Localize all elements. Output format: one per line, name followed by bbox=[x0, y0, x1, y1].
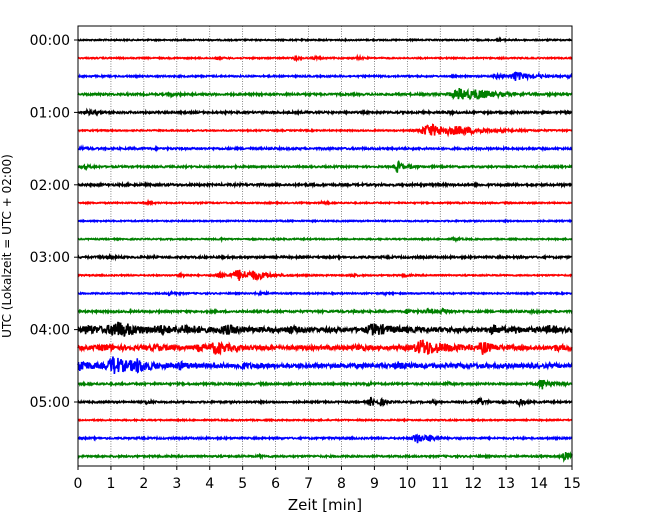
trace-0230 bbox=[77, 218, 573, 224]
x-tick-label: 1 bbox=[106, 476, 115, 492]
grid-lines bbox=[110, 26, 540, 466]
traces bbox=[77, 36, 573, 463]
y-tick-label: 05:00 bbox=[30, 395, 70, 411]
x-tick-label: 13 bbox=[497, 476, 515, 492]
trace-0045 bbox=[77, 87, 573, 101]
trace-0345 bbox=[77, 307, 573, 316]
trace-0530 bbox=[77, 433, 573, 444]
y-tick-label: 00:00 bbox=[30, 33, 70, 49]
trace-0545 bbox=[77, 451, 573, 463]
trace-0145 bbox=[77, 159, 573, 173]
trace-0515 bbox=[77, 417, 573, 423]
y-tick-label: 04:00 bbox=[30, 323, 70, 339]
trace-0315 bbox=[77, 269, 573, 282]
trace-0245 bbox=[77, 235, 573, 244]
x-tick-label: 12 bbox=[464, 476, 482, 492]
plot-frame bbox=[77, 25, 573, 467]
trace-0215 bbox=[77, 198, 573, 207]
trace-0115 bbox=[77, 123, 573, 138]
x-tick-label: 2 bbox=[139, 476, 148, 492]
trace-0200 bbox=[77, 180, 573, 189]
trace-0030 bbox=[77, 71, 573, 82]
x-tick-label: 7 bbox=[304, 476, 313, 492]
x-tick-label: 11 bbox=[431, 476, 449, 492]
trace-0300 bbox=[77, 252, 573, 262]
x-tick-label: 4 bbox=[205, 476, 214, 492]
x-tick-label: 5 bbox=[238, 476, 247, 492]
trace-0000 bbox=[77, 36, 573, 44]
y-tick-label: 01:00 bbox=[30, 105, 70, 121]
x-tick-label: 8 bbox=[337, 476, 346, 492]
x-tick-label: 15 bbox=[563, 476, 581, 492]
x-tick-label: 14 bbox=[530, 476, 548, 492]
trace-0500 bbox=[77, 396, 573, 408]
trace-0130 bbox=[77, 144, 573, 153]
trace-0015 bbox=[77, 53, 573, 63]
plot-background bbox=[78, 26, 572, 466]
x-tick-label: 3 bbox=[172, 476, 181, 492]
x-axis-label: Zeit [min] bbox=[288, 496, 362, 514]
trace-0430 bbox=[77, 356, 573, 375]
x-tick-label: 10 bbox=[398, 476, 416, 492]
trace-0415 bbox=[77, 339, 573, 356]
trace-0330 bbox=[77, 289, 573, 298]
y-tick-label: 03:00 bbox=[30, 250, 70, 266]
trace-0100 bbox=[77, 107, 573, 117]
x-tick-label: 9 bbox=[370, 476, 379, 492]
y-axis-label: UTC (Lokalzeit = UTC + 02:00) bbox=[0, 154, 14, 338]
x-tick-label: 0 bbox=[74, 476, 83, 492]
axes: 0 1 2 3 4 5 6 7 8 9 10 11 12 13 14 1500:0001:0002:0003:… bbox=[30, 33, 581, 492]
y-tick-label: 02:00 bbox=[30, 178, 70, 194]
x-tick-label: 6 bbox=[271, 476, 280, 492]
trace-0445 bbox=[77, 379, 573, 390]
trace-0400 bbox=[77, 321, 573, 337]
